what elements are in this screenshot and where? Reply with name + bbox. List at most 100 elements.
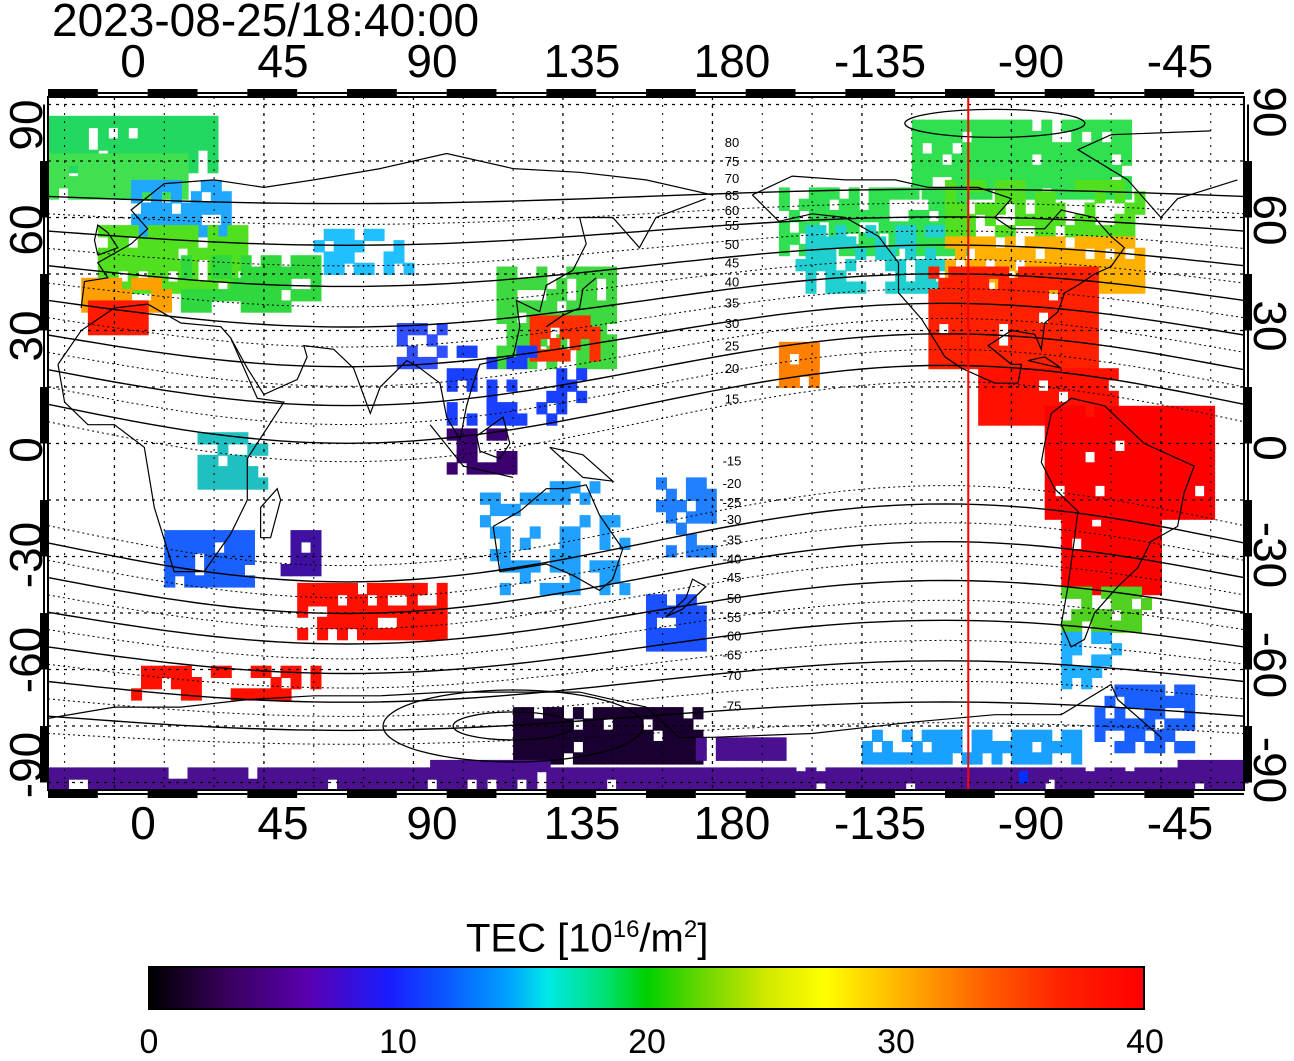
magnetic-contour [47, 244, 1245, 288]
magnetic-latitude-label: -20 [723, 476, 742, 491]
magnetic-contour [47, 701, 1245, 732]
magnetic-contour [47, 348, 1245, 426]
magnetic-latitude-label: 80 [725, 135, 739, 150]
magnetic-contour [47, 258, 1245, 308]
coastline [1076, 130, 1238, 218]
bottom-lon-label: -90 [997, 797, 1065, 849]
tec-patch [280, 530, 322, 577]
magnetic-latitude-label: -55 [723, 610, 742, 625]
colorbar-label: 40 [1126, 1023, 1164, 1061]
magnetic-contour [47, 540, 1245, 615]
magnetic-latitude-label: 65 [725, 188, 739, 203]
top-lon-label: -90 [997, 35, 1065, 87]
magnetic-latitude-label: -45 [723, 570, 742, 585]
tec-patch [778, 341, 820, 388]
tec-patch [479, 481, 631, 596]
magnetic-latitude-label: -35 [723, 533, 742, 548]
top-lon-label: 135 [543, 35, 621, 87]
coastline [230, 198, 707, 442]
magnetic-contour [47, 522, 1245, 599]
tec-patch [131, 665, 322, 701]
magnetic-latitude-label: -60 [723, 629, 742, 644]
map-frame [40, 89, 1252, 798]
tec-patch [430, 759, 551, 773]
tec-patch [313, 228, 415, 275]
magnetic-contour [47, 287, 1245, 348]
magnetic-contour [47, 273, 1245, 328]
top-lon-label: 0 [120, 35, 146, 87]
colorbar-title: TEC [1016/m2] [466, 916, 709, 961]
tec-patch [695, 737, 787, 761]
coastline [545, 277, 597, 328]
magnetic-latitude-label: -15 [723, 453, 742, 468]
south-pole-contour [452, 711, 574, 741]
tec-data-layer [48, 115, 1249, 791]
coastline [80, 152, 713, 308]
tec-patch [48, 153, 189, 200]
coastline [549, 446, 615, 483]
top-lon-label: 180 [693, 35, 771, 87]
magnetic-contour [47, 317, 1245, 387]
magnetic-latitude-label: -40 [723, 551, 742, 566]
coastline [93, 224, 119, 256]
tec-patch [656, 477, 717, 558]
coastline [492, 484, 624, 592]
magnetic-latitude-label: 40 [725, 275, 739, 290]
tec-patch [297, 582, 448, 641]
magnetic-latitude-label: 50 [725, 237, 739, 252]
tec-patch [396, 323, 448, 370]
coastline [429, 424, 514, 478]
magnetic-latitude-label: -25 [723, 495, 742, 510]
tec-patch [529, 315, 601, 362]
tec-patch [180, 255, 322, 313]
bottom-lon-label: 180 [693, 797, 771, 849]
magnetic-latitude-label: 60 [725, 203, 739, 218]
coastline [1040, 397, 1195, 648]
bottom-lon-label: -135 [833, 797, 927, 849]
tec-patch [446, 345, 588, 426]
magnetic-latitude-label: -75 [723, 698, 742, 713]
magnetic-contour [47, 381, 1245, 463]
magnetic-latitude-label: 30 [725, 316, 739, 331]
tec-patch [1094, 684, 1196, 754]
colorbar [148, 966, 1145, 1010]
bottom-lon-label: 90 [406, 797, 458, 849]
tec-patch [1061, 515, 1162, 596]
magnetic-latitude-label: -65 [723, 647, 742, 662]
coastline [476, 416, 511, 460]
bottom-lon-label: -45 [1146, 797, 1214, 849]
coastline [57, 303, 285, 573]
top-lon-label: -45 [1146, 35, 1214, 87]
coastline [260, 487, 282, 539]
top-lon-label: -135 [833, 35, 927, 87]
magnetic-latitude-label: 35 [725, 295, 739, 310]
magnetic-latitude-label: 75 [725, 154, 739, 169]
north-pole-contour [904, 108, 1086, 139]
magnetic-latitude-label: 25 [725, 339, 739, 354]
colorbar-label: 30 [877, 1023, 915, 1061]
magnetic-contour [47, 485, 1245, 567]
magnetic-latitude-label: 45 [725, 256, 739, 271]
magnetic-contour [47, 560, 1245, 630]
coastline [47, 683, 1162, 738]
magnetic-contour [47, 639, 1245, 689]
top-lon-label: 45 [257, 35, 309, 87]
magnetic-latitude-label: 70 [725, 171, 739, 186]
magnetic-contour [47, 579, 1245, 645]
coastlines [47, 130, 1238, 738]
tec-patch [164, 530, 255, 588]
magnetic-latitude-label: 20 [725, 361, 739, 376]
tec-patch [197, 432, 269, 490]
magnetic-contour [47, 599, 1245, 660]
coastline [665, 578, 707, 618]
colorbar-label: 10 [379, 1023, 417, 1061]
colorbar-label: 0 [139, 1023, 159, 1061]
magnetic-latitude-label: 15 [725, 391, 739, 406]
south-pole-contour [382, 689, 644, 763]
magnetic-contour [47, 333, 1245, 407]
bottom-lon-label: 45 [257, 797, 309, 849]
colorbar-label: 20 [628, 1023, 666, 1061]
tec-patch [1044, 405, 1216, 520]
